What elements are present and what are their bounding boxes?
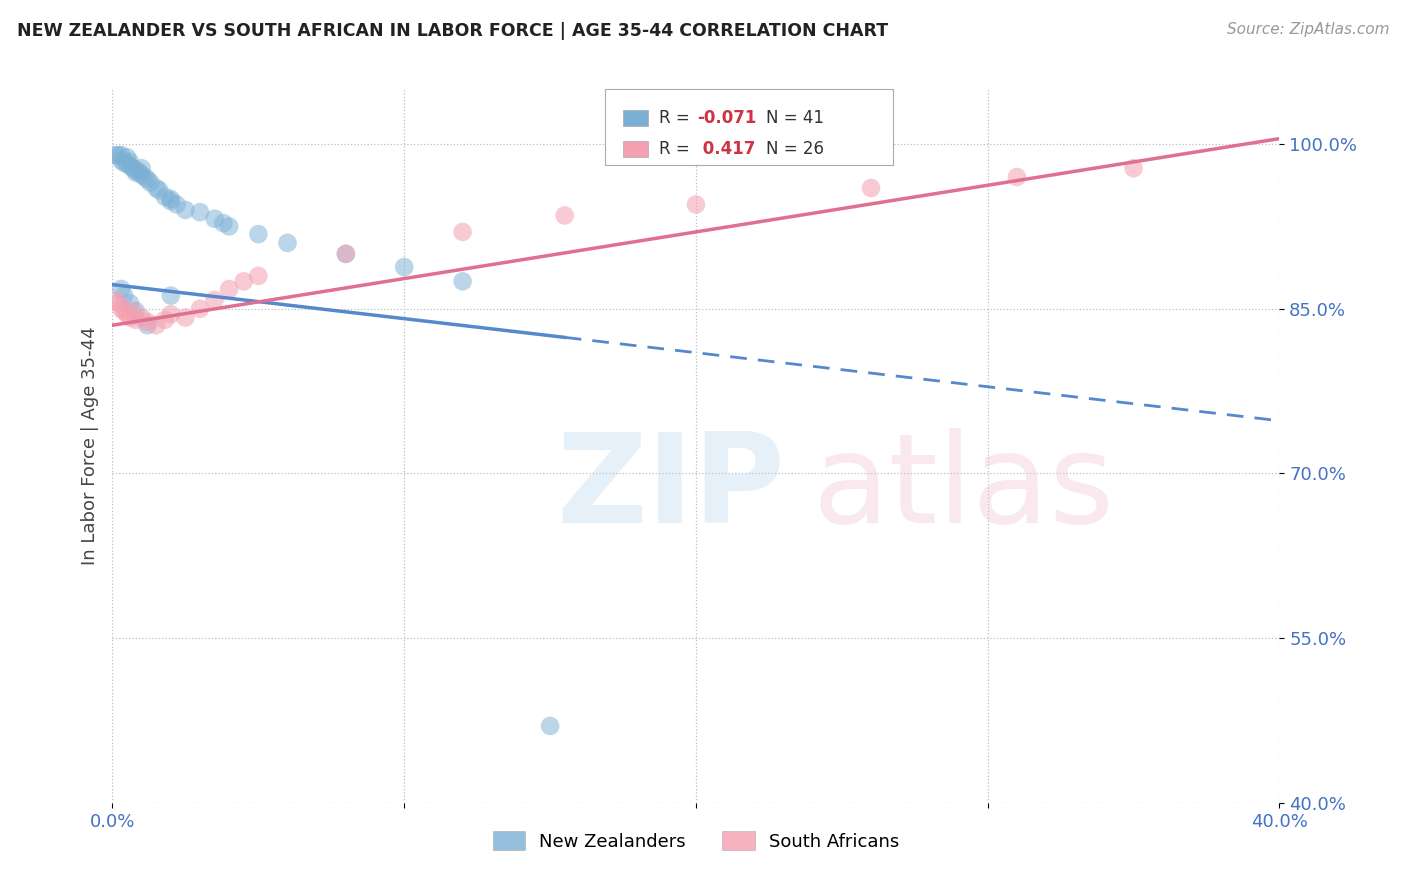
- Point: [160, 288, 183, 302]
- Point: [212, 216, 235, 230]
- Point: [160, 192, 183, 206]
- Point: [204, 293, 226, 307]
- Text: R =: R =: [659, 140, 696, 158]
- Point: [139, 176, 162, 190]
- Point: [122, 161, 145, 176]
- Point: [166, 197, 188, 211]
- Point: [110, 282, 132, 296]
- Point: [118, 159, 141, 173]
- Point: [276, 235, 298, 250]
- Point: [188, 301, 211, 316]
- Point: [112, 304, 135, 318]
- Point: [104, 148, 127, 162]
- Point: [136, 172, 159, 186]
- Point: [131, 310, 153, 325]
- Point: [125, 304, 148, 318]
- Point: [115, 307, 138, 321]
- Legend: New Zealanders, South Africans: New Zealanders, South Africans: [485, 824, 907, 858]
- Point: [451, 225, 474, 239]
- Point: [136, 318, 159, 333]
- Point: [118, 310, 141, 325]
- Point: [335, 247, 357, 261]
- Point: [128, 164, 150, 178]
- Point: [1122, 161, 1144, 176]
- Point: [125, 312, 148, 326]
- Point: [685, 197, 707, 211]
- Point: [112, 155, 135, 169]
- Point: [125, 166, 148, 180]
- Point: [174, 310, 197, 325]
- Text: N = 26: N = 26: [766, 140, 824, 158]
- Point: [145, 181, 167, 195]
- Point: [451, 274, 474, 288]
- Text: NEW ZEALANDER VS SOUTH AFRICAN IN LABOR FORCE | AGE 35-44 CORRELATION CHART: NEW ZEALANDER VS SOUTH AFRICAN IN LABOR …: [17, 22, 889, 40]
- Point: [136, 315, 159, 329]
- Point: [104, 293, 127, 307]
- Text: -0.071: -0.071: [697, 109, 756, 127]
- Point: [160, 194, 183, 209]
- Text: atlas: atlas: [813, 428, 1115, 549]
- Text: R =: R =: [659, 109, 696, 127]
- Point: [131, 168, 153, 182]
- Point: [115, 157, 138, 171]
- Point: [153, 312, 176, 326]
- Text: ZIP: ZIP: [555, 428, 785, 549]
- Point: [118, 296, 141, 310]
- Point: [218, 219, 240, 234]
- Point: [107, 296, 129, 310]
- Point: [112, 288, 135, 302]
- Point: [188, 205, 211, 219]
- Point: [125, 163, 148, 178]
- Point: [394, 260, 416, 274]
- Point: [110, 148, 132, 162]
- Point: [110, 301, 132, 316]
- Point: [1005, 169, 1028, 184]
- Point: [118, 154, 141, 169]
- Point: [335, 247, 357, 261]
- Point: [110, 153, 132, 168]
- Point: [131, 161, 153, 176]
- Text: N = 41: N = 41: [766, 109, 824, 127]
- Point: [232, 274, 254, 288]
- Point: [115, 150, 138, 164]
- Point: [538, 719, 561, 733]
- Point: [160, 307, 183, 321]
- Point: [145, 318, 167, 333]
- Text: Source: ZipAtlas.com: Source: ZipAtlas.com: [1226, 22, 1389, 37]
- Point: [860, 181, 883, 195]
- Point: [204, 211, 226, 226]
- Point: [247, 268, 270, 283]
- Text: 0.417: 0.417: [697, 140, 756, 158]
- Point: [218, 282, 240, 296]
- Point: [122, 304, 145, 318]
- Point: [148, 183, 170, 197]
- Point: [554, 209, 576, 223]
- Point: [153, 190, 176, 204]
- Point: [247, 227, 270, 241]
- Point: [107, 148, 129, 162]
- Point: [174, 202, 197, 217]
- Point: [134, 169, 156, 184]
- Y-axis label: In Labor Force | Age 35-44: In Labor Force | Age 35-44: [80, 326, 98, 566]
